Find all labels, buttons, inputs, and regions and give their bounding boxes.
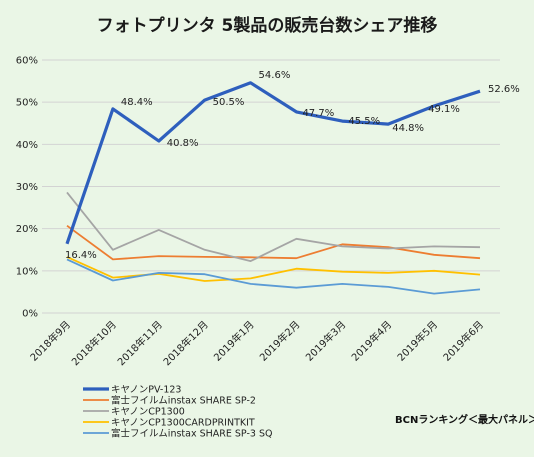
x-tick-label: 2019年2月 — [257, 318, 303, 364]
x-tick-label: 2019年1月 — [211, 318, 257, 364]
y-tick-label: 50% — [16, 98, 38, 109]
legend-label: 富士フイルムinstax SHARE SP-2 — [111, 395, 256, 407]
y-axis-ticks: 0% 10% 20% 30% 40% 50% 60% — [16, 56, 38, 320]
legend-label: 富士フイルムinstax SHARE SP-3 SQ — [111, 428, 272, 440]
x-tick-label: 2019年4月 — [349, 318, 395, 364]
x-tick-label: 2018年10月 — [69, 318, 119, 368]
data-label: 48.4% — [121, 97, 153, 108]
data-label: 45.5% — [348, 116, 380, 127]
data-label: 40.8% — [167, 138, 199, 149]
legend-label: キヤノンPV-123 — [111, 385, 181, 396]
data-label: 50.5% — [213, 97, 245, 108]
legend-label: キヤノンCP1300CARDPRINTKIT — [111, 418, 255, 429]
series-line-1 — [66, 224, 481, 261]
x-tick-label: 2018年11月 — [115, 318, 165, 368]
series-line-2 — [66, 191, 481, 263]
x-tick-label: 2018年9月 — [27, 318, 73, 364]
x-tick-label: 2018年12月 — [160, 318, 210, 368]
x-tick-label: 2019年6月 — [440, 318, 486, 364]
source-note: BCNランキング＜最大パネル＞ — [395, 413, 534, 426]
grid-layer — [42, 59, 500, 314]
data-label: 44.8% — [392, 123, 424, 134]
series-line-3 — [66, 256, 481, 282]
data-label: 47.7% — [302, 108, 334, 119]
legend-label: キヤノンCP1300 — [111, 407, 185, 418]
data-labels: 16.4% 48.4% 40.8% 50.5% 54.6% 47.7% 45.5% 44.8%… — [65, 70, 520, 261]
data-label: 54.6% — [259, 70, 291, 81]
series-layer — [65, 81, 481, 295]
series-line-0 — [65, 81, 481, 245]
y-tick-label: 60% — [16, 56, 38, 67]
chart-title: フォトプリンタ 5製品の販売台数シェア推移 — [97, 15, 438, 36]
y-tick-label: 40% — [16, 140, 38, 151]
y-tick-label: 0% — [22, 309, 38, 320]
x-tick-label: 2019年3月 — [303, 318, 349, 364]
y-tick-label: 30% — [16, 182, 38, 193]
data-label: 16.4% — [65, 250, 97, 261]
x-tick-label: 2019年5月 — [394, 318, 440, 364]
series-line-4 — [66, 258, 481, 295]
y-tick-label: 20% — [16, 224, 38, 235]
data-label: 52.6% — [488, 84, 520, 95]
y-tick-label: 10% — [16, 266, 38, 277]
data-label: 49.1% — [428, 104, 460, 115]
